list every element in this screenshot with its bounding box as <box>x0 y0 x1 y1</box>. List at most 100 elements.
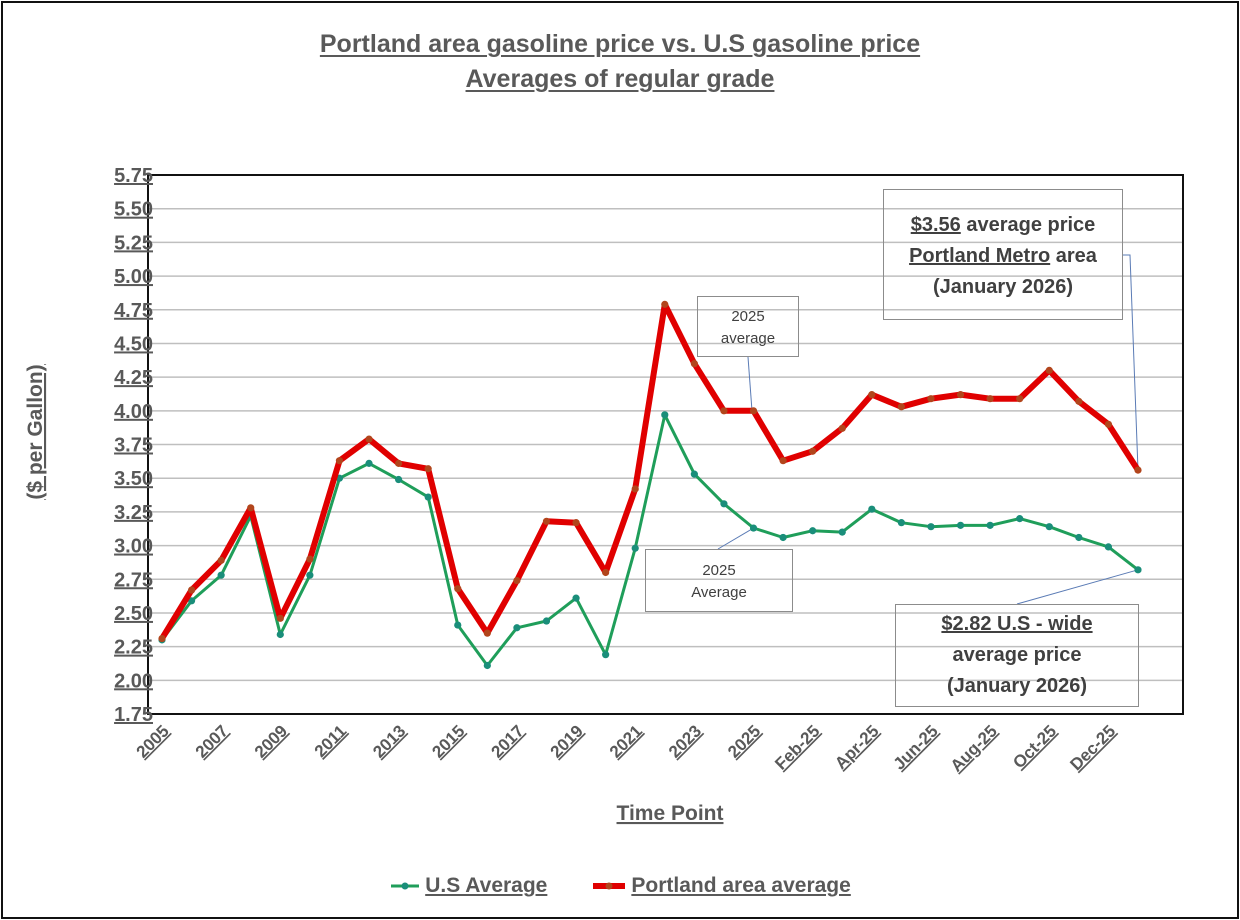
data-point-us[interactable] <box>720 500 728 508</box>
callout-text: (January 2026) <box>932 276 1074 298</box>
data-point-portland[interactable] <box>986 395 994 403</box>
data-point-portland[interactable] <box>868 391 876 399</box>
x-tick-label: 2025 <box>724 721 764 761</box>
data-point-portland[interactable] <box>690 360 698 368</box>
data-point-portland[interactable] <box>838 424 846 432</box>
data-point-portland[interactable] <box>1075 397 1083 405</box>
x-tick-label: Dec-25 <box>1066 721 1119 774</box>
y-tick-label: 2.75 <box>114 569 153 591</box>
data-point-us[interactable] <box>690 470 698 478</box>
data-point-us[interactable] <box>749 524 758 532</box>
data-point-portland[interactable] <box>158 634 166 643</box>
data-point-us[interactable] <box>572 594 580 602</box>
callout-text: Average <box>691 584 747 601</box>
data-point-us[interactable] <box>454 621 462 629</box>
data-point-portland[interactable] <box>247 504 255 512</box>
data-point-portland[interactable] <box>335 457 344 465</box>
y-tick-label: 3.25 <box>114 502 153 524</box>
data-point-portland[interactable] <box>365 435 373 443</box>
data-point-us[interactable] <box>809 527 817 535</box>
x-tick-label: 2019 <box>547 721 587 761</box>
data-point-us[interactable] <box>1104 543 1113 551</box>
data-point-portland[interactable] <box>720 407 728 415</box>
callout-text: average price <box>960 214 1096 236</box>
data-point-us[interactable] <box>187 597 196 605</box>
data-point-us[interactable] <box>779 533 787 542</box>
legend-item-us[interactable]: U.S Average <box>389 874 547 898</box>
data-point-portland[interactable] <box>1045 366 1053 374</box>
data-point-us[interactable] <box>838 528 846 536</box>
data-point-us[interactable] <box>661 411 669 419</box>
data-point-portland[interactable] <box>631 485 639 493</box>
data-point-portland[interactable] <box>602 568 610 577</box>
data-point-portland[interactable] <box>1134 466 1142 474</box>
data-point-us[interactable] <box>1016 515 1024 523</box>
data-point-portland[interactable] <box>661 300 669 308</box>
data-point-us[interactable] <box>986 521 994 529</box>
series-line-us <box>160 413 1139 667</box>
data-point-us[interactable] <box>868 505 876 513</box>
data-point-us[interactable] <box>956 521 965 529</box>
data-point-us[interactable] <box>217 571 225 579</box>
data-point-portland[interactable] <box>187 586 196 594</box>
data-point-portland[interactable] <box>306 555 314 563</box>
y-tick-label: 4.25 <box>114 367 153 389</box>
leader-line <box>747 356 753 411</box>
data-point-us[interactable] <box>513 624 521 632</box>
x-tick-label: Feb-25 <box>771 721 823 773</box>
data-point-portland[interactable] <box>927 395 935 403</box>
data-point-portland[interactable] <box>749 407 758 415</box>
data-point-us[interactable] <box>602 651 610 659</box>
data-point-portland[interactable] <box>217 556 225 564</box>
data-point-us[interactable] <box>1075 533 1083 542</box>
x-tick-label: 2009 <box>251 721 291 761</box>
data-point-us[interactable] <box>395 475 403 484</box>
y-tick-label: 5.25 <box>114 232 153 254</box>
x-tick-label: 2021 <box>606 721 646 761</box>
y-tick-label: 2.50 <box>114 603 153 625</box>
data-point-portland[interactable] <box>424 465 432 473</box>
legend-marker-us-icon <box>391 882 420 890</box>
callout-us-jan-2026: $2.82 U.S - wide average price (January … <box>895 604 1139 707</box>
data-point-portland[interactable] <box>1016 395 1024 403</box>
y-tick-label: 5.00 <box>114 266 153 288</box>
callout-portland-2025-average: 2025 average <box>697 296 799 357</box>
y-tick-label: 5.50 <box>114 199 153 221</box>
data-point-us[interactable] <box>306 571 314 579</box>
callout-text: 2025 <box>731 308 765 325</box>
data-point-portland[interactable] <box>454 585 462 593</box>
data-point-portland[interactable] <box>1104 420 1113 428</box>
data-point-portland[interactable] <box>956 391 965 399</box>
y-tick-label: 4.00 <box>114 401 153 423</box>
data-point-portland[interactable] <box>897 403 905 411</box>
data-point-us[interactable] <box>276 630 284 639</box>
data-point-us[interactable] <box>1045 523 1053 531</box>
data-point-portland[interactable] <box>395 459 403 467</box>
y-tick-label: 4.75 <box>114 300 153 322</box>
data-point-portland[interactable] <box>276 614 284 622</box>
data-point-us[interactable] <box>897 519 905 527</box>
callout-text: average price <box>952 644 1082 666</box>
y-axis-label: ($ per Gallon) <box>24 364 47 499</box>
us-price-value: $2.82 U.S - wide <box>941 613 1093 635</box>
y-tick-label: 3.50 <box>114 468 153 490</box>
data-point-us[interactable] <box>365 459 373 467</box>
data-point-us[interactable] <box>927 523 935 531</box>
data-point-us[interactable] <box>424 493 432 501</box>
legend-label-portland: Portland area average <box>631 874 851 897</box>
data-point-us[interactable] <box>483 661 491 670</box>
series-lines <box>158 300 1142 670</box>
data-point-us[interactable] <box>631 544 639 552</box>
data-point-us[interactable] <box>542 617 551 625</box>
data-point-portland[interactable] <box>483 629 491 637</box>
legend-item-portland[interactable]: Portland area average <box>591 874 851 898</box>
callout-portland-jan-2026: $3.56 average price Portland Metro area … <box>883 189 1123 320</box>
data-point-portland[interactable] <box>513 576 521 585</box>
data-point-portland[interactable] <box>809 447 817 455</box>
data-point-portland[interactable] <box>779 457 787 465</box>
data-point-portland[interactable] <box>572 519 580 527</box>
data-point-us[interactable] <box>1134 566 1142 574</box>
x-tick-label: 2015 <box>428 721 468 761</box>
data-point-portland[interactable] <box>542 517 551 525</box>
x-tick-label: 2011 <box>311 721 351 761</box>
